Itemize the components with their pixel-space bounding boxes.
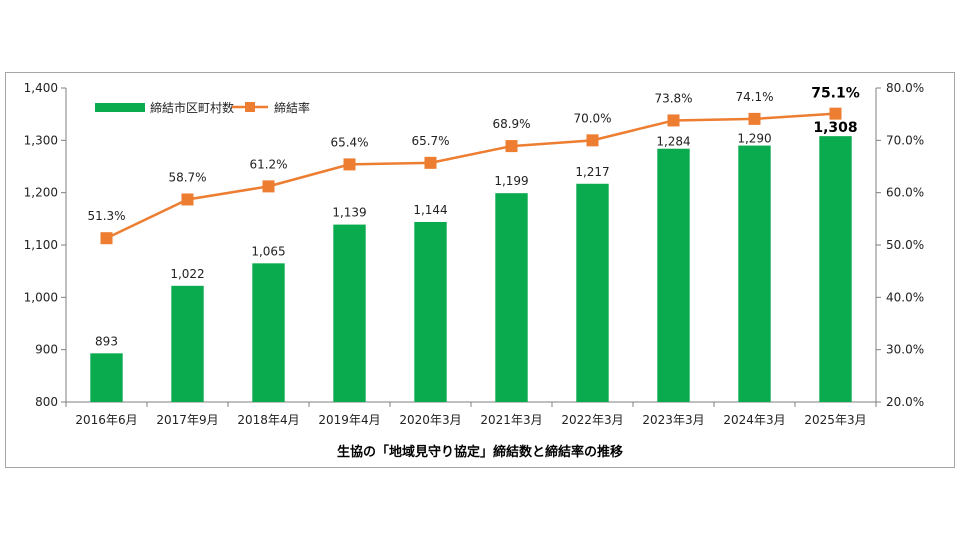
line-data-label: 61.2% bbox=[249, 157, 287, 171]
bar bbox=[333, 224, 366, 402]
x-tick-label: 2018年4月 bbox=[237, 413, 299, 427]
legend-marker-line bbox=[245, 102, 255, 112]
bar bbox=[90, 353, 123, 402]
y-left-tick-label: 900 bbox=[35, 343, 58, 357]
line-data-label: 65.4% bbox=[330, 135, 368, 149]
line-point-marker bbox=[505, 140, 518, 153]
x-tick-label: 2023年3月 bbox=[642, 413, 704, 427]
line-series-path bbox=[105, 112, 836, 240]
legend-swatch-bar bbox=[95, 103, 145, 112]
line-data-label: 58.7% bbox=[168, 170, 206, 184]
line-data-label: 73.8% bbox=[654, 91, 692, 105]
x-tick-label: 2019年4月 bbox=[318, 413, 380, 427]
x-tick-label: 2017年9月 bbox=[156, 413, 218, 427]
x-tick-label: 2025年3月 bbox=[804, 413, 866, 427]
bar bbox=[495, 193, 528, 402]
y-right-tick-label: 80.0% bbox=[886, 81, 924, 95]
line-point-marker bbox=[586, 134, 599, 147]
bar bbox=[738, 145, 771, 403]
y-left-tick-label: 1,000 bbox=[24, 290, 58, 304]
y-right-tick-label: 40.0% bbox=[886, 290, 924, 304]
line-data-label: 75.1% bbox=[811, 86, 860, 102]
y-left-tick-label: 1,200 bbox=[24, 186, 58, 200]
legend-label-line: 締結率 bbox=[274, 100, 310, 115]
y-right-tick-label: 60.0% bbox=[886, 186, 924, 200]
x-tick-label: 2021年3月 bbox=[480, 413, 542, 427]
y-left-tick-label: 1,400 bbox=[24, 81, 58, 95]
y-right-tick-label: 20.0% bbox=[886, 395, 924, 409]
bar bbox=[819, 136, 852, 402]
chart-title: 生協の「地域見守り協定」締結数と締結率の推移 bbox=[337, 444, 623, 460]
line-data-label: 51.3% bbox=[87, 209, 125, 223]
line-data-label: 65.7% bbox=[411, 134, 449, 148]
bar bbox=[414, 221, 447, 402]
x-tick-label: 2016年6月 bbox=[75, 413, 137, 427]
y-right-tick-label: 70.0% bbox=[886, 133, 924, 147]
x-tick-label: 2020年3月 bbox=[399, 413, 461, 427]
line-point-marker bbox=[343, 158, 356, 171]
line-point-marker bbox=[424, 156, 437, 169]
data-labels-group: 893 1,022 1,065 1,139 1,144 1,199 1,217 1,284 1,… bbox=[87, 86, 859, 349]
line-group bbox=[100, 107, 842, 245]
axes: 800 900 1,000 1,100 1,200 1,300 1,400 20.0% 30.0… bbox=[24, 81, 924, 427]
y-right-tick-label: 50.0% bbox=[886, 238, 924, 252]
line-data-label: 74.1% bbox=[735, 90, 773, 104]
bar-data-label: 1,199 bbox=[494, 174, 528, 188]
y-right-tick-label: 30.0% bbox=[886, 343, 924, 357]
bar-data-label: 1,217 bbox=[575, 165, 609, 179]
bar-data-label: 893 bbox=[95, 334, 118, 348]
line-point-marker bbox=[829, 107, 842, 120]
y-left-tick-label: 800 bbox=[35, 395, 58, 409]
bar bbox=[252, 263, 285, 402]
x-tick-label: 2024年3月 bbox=[723, 413, 785, 427]
y-left-tick-label: 1,300 bbox=[24, 133, 58, 147]
line-data-label: 70.0% bbox=[573, 111, 611, 125]
x-tick-label: 2022年3月 bbox=[561, 413, 623, 427]
bar-data-label: 1,139 bbox=[332, 206, 366, 220]
line-point-marker bbox=[667, 114, 680, 127]
legend-label-bar: 締結市区町村数 bbox=[150, 100, 234, 115]
bar-data-label: 1,022 bbox=[170, 267, 204, 281]
bar-data-label: 1,065 bbox=[251, 244, 285, 258]
bar bbox=[171, 285, 204, 402]
legend: 締結市区町村数 締結率 bbox=[95, 100, 310, 115]
bar-data-label: 1,144 bbox=[413, 203, 447, 217]
bar-data-label: 1,290 bbox=[737, 132, 771, 146]
line-point-marker bbox=[100, 232, 113, 245]
y-left-tick-label: 1,100 bbox=[24, 238, 58, 252]
bar-data-label: 1,284 bbox=[656, 135, 690, 149]
bar bbox=[657, 148, 690, 402]
bar bbox=[576, 183, 609, 402]
bars-group bbox=[90, 136, 852, 403]
line-point-marker bbox=[748, 112, 761, 125]
line-data-label: 68.9% bbox=[492, 117, 530, 131]
line-point-marker bbox=[181, 193, 194, 206]
line-point-marker bbox=[262, 180, 275, 193]
bar-data-label: 1,308 bbox=[813, 120, 857, 136]
